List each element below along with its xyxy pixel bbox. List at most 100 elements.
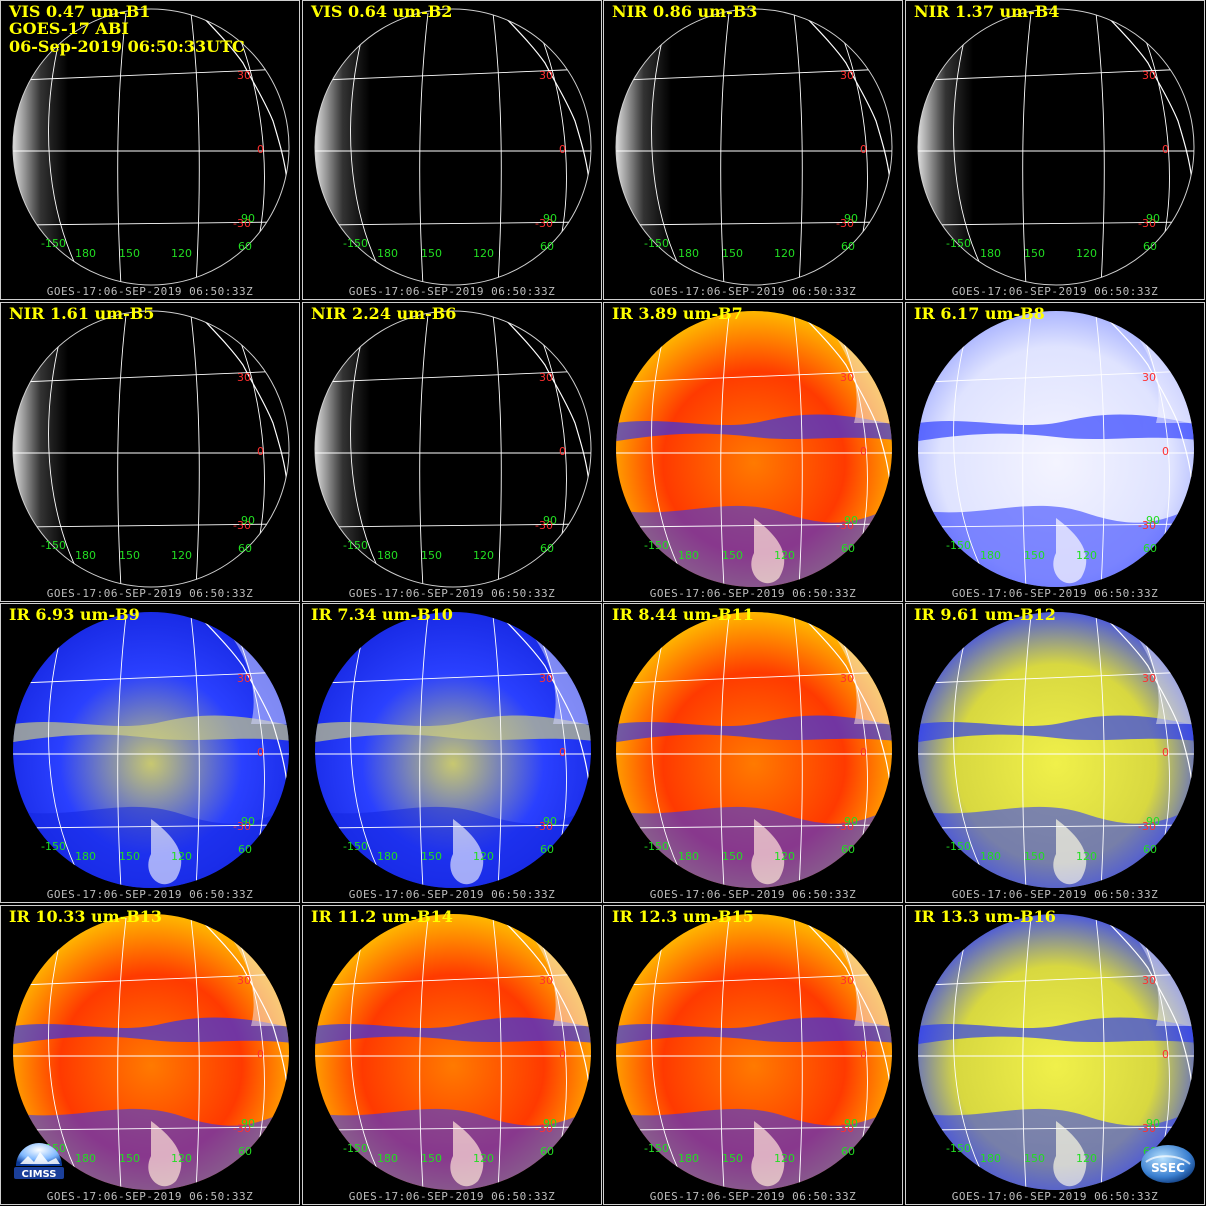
longitude-label: 150: [119, 850, 140, 863]
longitude-label: 120: [774, 247, 795, 260]
band-title: NIR 2.24 um-B6: [311, 304, 457, 323]
longitude-label: -150: [343, 237, 368, 250]
band-title: IR 7.34 um-B10: [311, 605, 453, 624]
latitude-label: -30: [1138, 217, 1156, 230]
latitude-label: 0: [559, 1048, 566, 1061]
longitude-label: -150: [343, 1142, 368, 1155]
band-title: IR 11.2 um-B14: [311, 907, 453, 926]
longitude-label: 60: [841, 843, 855, 856]
panel-footer-timestamp: GOES-17:06-SEP-2019 06:50:33Z: [348, 888, 556, 901]
latitude-label: -30: [535, 820, 553, 833]
latitude-label: 30: [840, 371, 854, 384]
longitude-label: 90: [844, 1117, 858, 1130]
longitude-label: 180: [377, 549, 398, 562]
longitude-label: 60: [540, 542, 554, 555]
panel-footer-timestamp: GOES-17:06-SEP-2019 06:50:33Z: [951, 1190, 1159, 1203]
panel-footer-timestamp: GOES-17:06-SEP-2019 06:50:33Z: [46, 888, 254, 901]
band-title: IR 13.3 um-B16: [914, 907, 1056, 926]
longitude-label: 180: [980, 850, 1001, 863]
latitude-label: 30: [539, 69, 553, 82]
band-panel: 30 0 -30 90 -150 180 150 120 60 IR 6.93 um-B9 GOES…: [0, 603, 300, 903]
longitude-label: 120: [1076, 850, 1097, 863]
band-panel: 30 0 -30 90 -150 180 150 120 60 IR 11.2 um-B14 GOE…: [302, 905, 602, 1205]
longitude-label: 60: [238, 240, 252, 253]
longitude-label: 120: [774, 850, 795, 863]
latitude-label: 0: [1162, 445, 1169, 458]
latitude-label: -30: [836, 820, 854, 833]
panel-footer-timestamp: GOES-17:06-SEP-2019 06:50:33Z: [951, 285, 1159, 298]
latitude-label: -30: [836, 1122, 854, 1135]
longitude-label: 120: [473, 247, 494, 260]
latitude-label: 0: [257, 1048, 264, 1061]
panel-footer-timestamp: GOES-17:06-SEP-2019 06:50:33Z: [46, 285, 254, 298]
cimss-logo: CIMSS: [14, 1143, 64, 1180]
longitude-label: 180: [377, 850, 398, 863]
longitude-label: -150: [946, 840, 971, 853]
latitude-label: -30: [1138, 1122, 1156, 1135]
longitude-label: 150: [1024, 1152, 1045, 1165]
longitude-label: 120: [1076, 247, 1097, 260]
band-title: NIR 1.37 um-B4: [914, 2, 1060, 21]
cimss-logo-text: CIMSS: [22, 1169, 57, 1180]
longitude-label: 90: [241, 815, 255, 828]
latitude-label: 0: [860, 143, 867, 156]
longitude-label: 180: [980, 247, 1001, 260]
image-header: GOES-17 ABI 06-Sep-2019 06:50:33UTC: [9, 20, 245, 56]
latitude-label: 0: [257, 746, 264, 759]
longitude-label: 180: [678, 850, 699, 863]
band-panel: 30 0 -30 90 -150 180 150 120 60 NIR 1.37 um-B4 GOE…: [905, 0, 1205, 300]
panel-footer-timestamp: GOES-17:06-SEP-2019 06:50:33Z: [649, 888, 857, 901]
longitude-label: 120: [774, 549, 795, 562]
longitude-label: 120: [171, 549, 192, 562]
longitude-label: 90: [543, 1117, 557, 1130]
latitude-label: 30: [840, 974, 854, 987]
longitude-label: 180: [377, 1152, 398, 1165]
satellite-name: GOES-17 ABI: [9, 19, 129, 38]
panel-footer-timestamp: GOES-17:06-SEP-2019 06:50:33Z: [348, 285, 556, 298]
panel-footer-timestamp: GOES-17:06-SEP-2019 06:50:33Z: [951, 587, 1159, 600]
longitude-label: -150: [644, 539, 669, 552]
latitude-label: 30: [1142, 371, 1156, 384]
longitude-label: -150: [644, 1142, 669, 1155]
band-panel: 30 0 -30 90 -150 180 150 120 60 NIR 2.24 um-B6 GOE…: [302, 302, 602, 602]
band-title: IR 8.44 um-B11: [612, 605, 754, 624]
longitude-label: 150: [722, 549, 743, 562]
band-panel: 30 0 -30 90 -150 180 150 120 60 IR 8.44 um-B11 GOE…: [603, 603, 903, 903]
longitude-label: 150: [421, 850, 442, 863]
longitude-label: 180: [980, 549, 1001, 562]
latitude-label: 0: [257, 445, 264, 458]
longitude-label: -150: [41, 840, 66, 853]
latitude-label: 30: [1142, 974, 1156, 987]
latitude-label: 0: [860, 445, 867, 458]
band-title: IR 3.89 um-B7: [612, 304, 743, 323]
longitude-label: 150: [119, 549, 140, 562]
longitude-label: -150: [343, 539, 368, 552]
latitude-label: 30: [1142, 672, 1156, 685]
band-panel: 30 0 -30 90 -150 180 150 120 60 IR 12.3 um-B15 GOE…: [603, 905, 903, 1205]
longitude-label: 120: [774, 1152, 795, 1165]
longitude-label: 60: [540, 1145, 554, 1158]
longitude-label: 60: [1143, 542, 1157, 555]
image-datetime: 06-Sep-2019 06:50:33UTC: [9, 37, 245, 56]
latitude-label: 0: [559, 746, 566, 759]
longitude-label: 150: [421, 549, 442, 562]
latitude-label: -30: [233, 217, 251, 230]
longitude-label: 60: [238, 1145, 252, 1158]
latitude-label: 30: [539, 371, 553, 384]
longitude-label: -150: [946, 539, 971, 552]
latitude-label: -30: [233, 1122, 251, 1135]
band-panel: 30 0 -30 90 -150 180 150 120 60 NIR 0.86 um-B3 GOE…: [603, 0, 903, 300]
panel-footer-timestamp: GOES-17:06-SEP-2019 06:50:33Z: [46, 1190, 254, 1203]
longitude-label: 60: [841, 240, 855, 253]
